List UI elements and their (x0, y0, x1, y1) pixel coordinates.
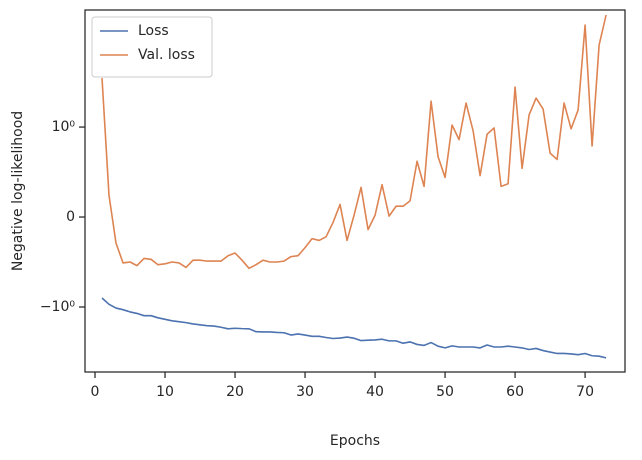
x-tick-label: 60 (506, 384, 524, 400)
x-tick-label: 20 (226, 384, 244, 400)
legend-box (91, 16, 213, 78)
legend-label: Val. loss (138, 47, 195, 63)
x-tick-label: 0 (91, 384, 100, 400)
plot-frame (84, 9, 626, 373)
y-tick-label: −10⁰ (40, 299, 76, 315)
y-axis-label: Negative log-likelihood (10, 111, 26, 271)
x-tick-label: 70 (576, 384, 594, 400)
x-axis-label: Epochs (330, 433, 380, 449)
x-tick-label: 10 (156, 384, 174, 400)
y-tick-label: 0 (66, 209, 75, 225)
data-line (101, 297, 607, 359)
data-line (101, 14, 607, 270)
x-tick-label: 40 (366, 384, 384, 400)
x-tick-label: 50 (436, 384, 454, 400)
y-tick-label: 10⁰ (52, 119, 76, 135)
legend-label: Loss (138, 23, 169, 39)
x-tick-label: 30 (296, 384, 314, 400)
